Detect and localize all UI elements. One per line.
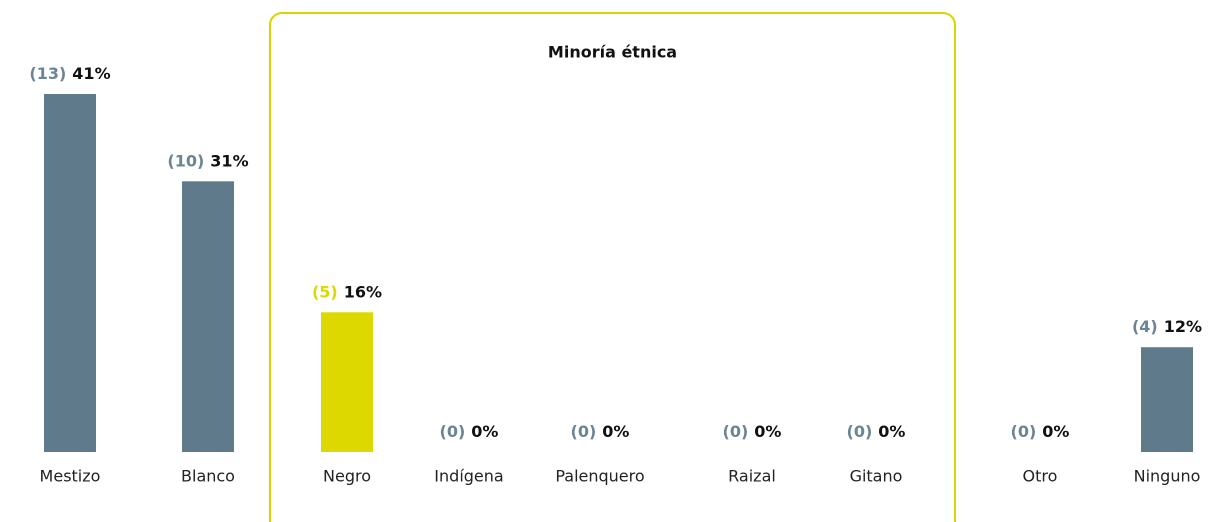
data-label: (0) 0%: [723, 422, 782, 441]
value-label: 16%: [344, 282, 382, 301]
value-label: 0%: [878, 422, 905, 441]
category-label: Ninguno: [1134, 467, 1201, 486]
value-label: 0%: [471, 422, 498, 441]
data-label: (4) 12%: [1132, 317, 1202, 336]
value-label: 12%: [1164, 317, 1202, 336]
category-label: Otro: [1023, 467, 1058, 486]
bar: [1141, 347, 1193, 452]
data-label: (0) 0%: [1011, 422, 1070, 441]
data-label: (13) 41%: [29, 64, 110, 83]
category-label: Gitano: [850, 467, 903, 486]
count-label: (4): [1132, 317, 1158, 336]
group-box: [269, 12, 956, 522]
group-title: Minoría étnica: [548, 43, 677, 62]
bar: [182, 181, 234, 452]
data-label: (0) 0%: [847, 422, 906, 441]
count-label: (0): [1011, 422, 1037, 441]
data-label: (10) 31%: [167, 151, 248, 170]
data-label: (0) 0%: [440, 422, 499, 441]
category-label: Indígena: [434, 467, 503, 486]
category-label: Mestizo: [40, 467, 101, 486]
value-label: 0%: [1042, 422, 1069, 441]
value-label: 0%: [754, 422, 781, 441]
bar: [321, 312, 373, 452]
category-label: Negro: [323, 467, 371, 486]
count-label: (5): [312, 282, 338, 301]
count-label: (13): [29, 64, 66, 83]
count-label: (0): [847, 422, 873, 441]
value-label: 41%: [72, 64, 110, 83]
count-label: (10): [167, 151, 204, 170]
data-label: (5) 16%: [312, 282, 382, 301]
category-label: Raizal: [728, 467, 776, 486]
bar: [44, 94, 96, 452]
category-label: Blanco: [181, 467, 235, 486]
count-label: (0): [571, 422, 597, 441]
value-label: 31%: [210, 151, 248, 170]
value-label: 0%: [602, 422, 629, 441]
data-label: (0) 0%: [571, 422, 630, 441]
count-label: (0): [723, 422, 749, 441]
category-label: Palenquero: [555, 467, 644, 486]
count-label: (0): [440, 422, 466, 441]
